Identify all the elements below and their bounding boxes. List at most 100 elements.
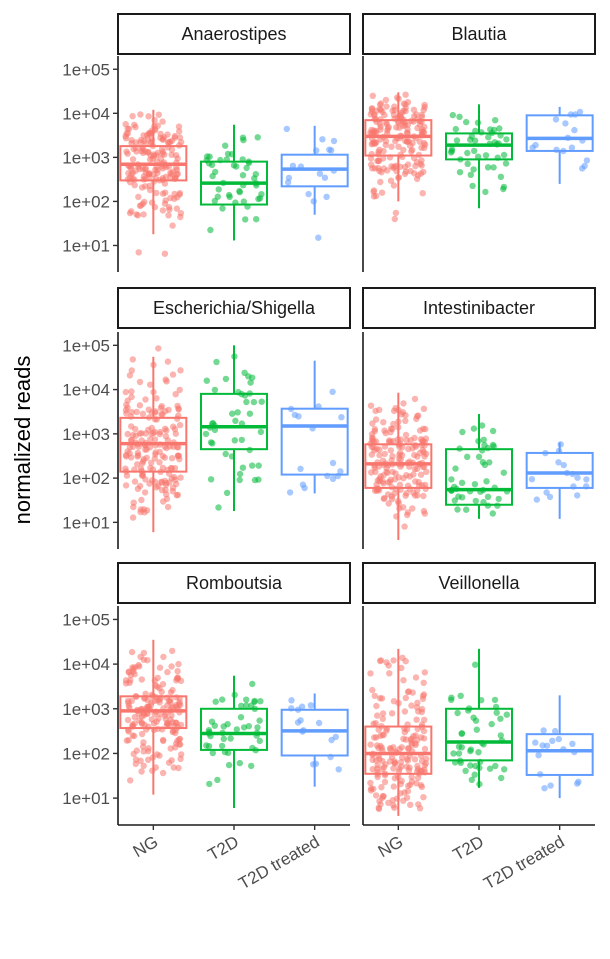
data-point xyxy=(154,169,161,176)
data-point xyxy=(233,163,240,170)
data-point xyxy=(144,657,151,664)
data-point xyxy=(374,712,381,719)
data-point xyxy=(418,111,425,119)
data-point xyxy=(379,731,386,739)
data-point xyxy=(368,451,375,458)
data-point xyxy=(409,689,416,696)
data-point xyxy=(400,146,407,154)
data-point xyxy=(255,462,262,469)
data-point xyxy=(393,124,400,131)
box-iqr xyxy=(364,725,433,775)
data-point xyxy=(213,358,220,366)
data-point xyxy=(240,198,247,205)
data-point xyxy=(367,670,374,677)
data-point xyxy=(552,727,559,735)
data-point xyxy=(367,402,375,409)
data-point xyxy=(211,386,219,394)
data-point xyxy=(383,120,390,128)
data-point xyxy=(126,444,134,451)
data-point xyxy=(532,739,539,746)
outlier-point xyxy=(161,250,169,257)
data-point xyxy=(313,147,320,154)
data-point xyxy=(212,168,219,176)
data-point xyxy=(503,136,510,143)
data-point xyxy=(369,92,376,100)
data-point xyxy=(404,161,412,168)
data-point xyxy=(388,495,396,503)
data-point xyxy=(234,409,241,416)
box-0 xyxy=(364,392,433,540)
data-point xyxy=(546,493,554,501)
data-point xyxy=(395,700,402,707)
data-point xyxy=(147,381,154,388)
data-point xyxy=(289,162,297,169)
y-tick-label: 1e+02 xyxy=(62,744,110,763)
y-axis-title: normalized reads xyxy=(10,356,35,525)
data-point xyxy=(138,148,145,155)
data-point xyxy=(137,139,144,146)
data-point xyxy=(453,137,461,144)
facet-strip xyxy=(362,13,596,55)
data-point xyxy=(156,459,163,466)
data-point xyxy=(420,168,427,176)
facet-strip xyxy=(362,562,596,604)
data-point xyxy=(253,216,260,223)
data-point xyxy=(162,189,169,196)
data-point xyxy=(380,148,387,155)
data-point xyxy=(220,735,227,742)
data-point xyxy=(395,174,402,182)
data-point xyxy=(403,490,410,497)
data-point xyxy=(413,780,420,787)
data-point xyxy=(533,496,540,503)
data-point xyxy=(390,765,397,772)
data-point xyxy=(411,451,418,459)
data-point xyxy=(420,794,427,801)
data-point xyxy=(212,698,219,705)
data-point xyxy=(450,750,457,757)
data-point xyxy=(125,728,132,735)
data-point xyxy=(176,741,184,748)
data-point xyxy=(139,460,146,467)
y-tick-label: 1e+02 xyxy=(62,192,110,211)
data-point xyxy=(395,418,402,425)
data-point xyxy=(208,161,216,169)
data-point xyxy=(222,142,229,149)
data-point xyxy=(458,479,466,486)
data-point xyxy=(146,156,154,163)
data-point xyxy=(161,425,169,432)
data-point xyxy=(367,741,374,748)
data-point xyxy=(162,173,170,180)
data-point xyxy=(240,724,248,731)
data-point xyxy=(175,660,182,668)
data-point xyxy=(316,170,324,177)
data-point xyxy=(139,472,146,479)
data-point xyxy=(243,164,250,172)
data-point xyxy=(394,436,401,443)
y-tick-label: 1e+04 xyxy=(62,104,110,123)
data-point xyxy=(146,444,154,451)
data-point xyxy=(141,489,149,496)
data-point xyxy=(126,372,134,379)
outlier-point xyxy=(391,215,398,223)
data-point xyxy=(332,733,339,741)
data-point xyxy=(133,211,140,218)
data-point xyxy=(127,454,135,461)
data-point xyxy=(406,142,414,149)
data-point xyxy=(412,674,420,681)
data-point xyxy=(248,762,255,770)
data-point xyxy=(401,729,408,736)
box-iqr xyxy=(525,733,594,776)
data-point xyxy=(124,430,131,438)
data-point xyxy=(413,704,421,711)
data-point xyxy=(475,437,482,445)
data-point xyxy=(151,117,158,124)
data-point xyxy=(457,692,464,699)
data-point xyxy=(146,480,153,487)
y-tick-label: 1e+04 xyxy=(62,381,110,400)
data-point xyxy=(123,737,130,744)
data-point xyxy=(377,100,385,107)
data-point xyxy=(229,410,236,417)
data-point xyxy=(286,489,294,496)
data-point xyxy=(169,647,176,655)
